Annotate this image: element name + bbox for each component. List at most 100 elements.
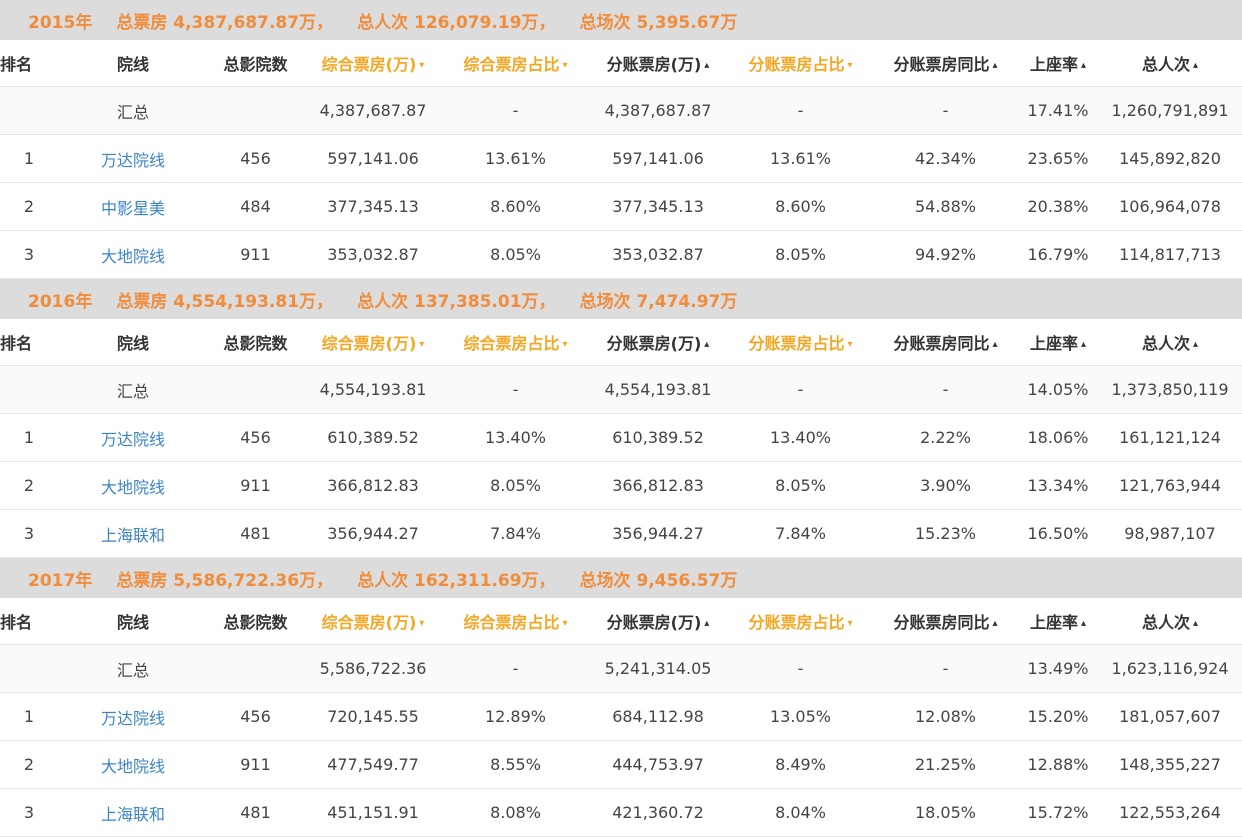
table-header: 排名 院线 总影院数 综合票房(万) ▾ 综合票房占比 ▾ 分账票房(万) ▴ 分账票…: [0, 40, 1242, 87]
sort-split-yoy-button[interactable]: 分账票房同比 ▴: [873, 330, 1018, 354]
col-admissions-label: 总人次: [1141, 613, 1190, 632]
chain-link[interactable]: 万达院线: [100, 708, 165, 728]
sort-occupancy-button[interactable]: 上座率 ▴: [1018, 51, 1098, 75]
chain-link[interactable]: 大地院线: [100, 477, 165, 497]
sort-gross-button[interactable]: 综合票房(万) ▾: [303, 51, 443, 75]
cinemas-cell: 911: [240, 245, 271, 264]
occupancy-cell: 16.50%: [1027, 524, 1089, 543]
table-row: 3 上海联和 481 451,151.91 8.08% 421,360.72 8…: [0, 789, 1242, 837]
sort-split-button[interactable]: 分账票房(万) ▴: [588, 609, 728, 633]
sort-up-icon: ▴: [704, 60, 710, 71]
gross-share-cell: 7.84%: [490, 524, 541, 543]
gross-share-cell: -: [512, 380, 519, 399]
sort-admissions-button[interactable]: 总人次 ▴: [1098, 51, 1242, 75]
col-occupancy-label: 上座率: [1029, 613, 1078, 632]
split-share-cell: -: [797, 101, 804, 120]
split-cell: 4,554,193.81: [604, 380, 712, 399]
gross-cell: 451,151.91: [327, 803, 419, 822]
sort-occupancy-button[interactable]: 上座率 ▴: [1018, 330, 1098, 354]
chain-link[interactable]: 大地院线: [100, 756, 165, 776]
sort-gross-button[interactable]: 综合票房(万) ▾: [303, 609, 443, 633]
sort-down-icon: ▾: [847, 618, 853, 629]
sort-split-button[interactable]: 分账票房(万) ▴: [588, 330, 728, 354]
occupancy-cell: 15.72%: [1027, 803, 1089, 822]
chain-link[interactable]: 大地院线: [100, 246, 165, 266]
cinemas-cell: 456: [240, 149, 271, 168]
sort-gross-share-button[interactable]: 综合票房占比 ▾: [443, 609, 588, 633]
split-share-cell: 8.04%: [775, 803, 826, 822]
gross-cell: 720,145.55: [327, 707, 419, 726]
table-header: 排名 院线 总影院数 综合票房(万) ▾ 综合票房占比 ▾ 分账票房(万) ▴ 分账票…: [0, 598, 1242, 645]
section-2016: 2016年 总票房 4,554,193.81万， 总人次 137,385.01万…: [0, 279, 1242, 558]
col-gross-share-label: 综合票房占比: [463, 613, 560, 632]
split-yoy-cell: -: [942, 380, 949, 399]
sort-admissions-button[interactable]: 总人次 ▴: [1098, 609, 1242, 633]
col-admissions-label: 总人次: [1141, 55, 1190, 74]
sort-split-yoy-button[interactable]: 分账票房同比 ▴: [873, 51, 1018, 75]
sort-split-button[interactable]: 分账票房(万) ▴: [588, 51, 728, 75]
gross-cell: 4,387,687.87: [319, 101, 427, 120]
chain-link[interactable]: 万达院线: [100, 150, 165, 170]
sort-split-share-button[interactable]: 分账票房占比 ▾: [728, 330, 873, 354]
col-gross-share-label: 综合票房占比: [463, 55, 560, 74]
gross-cell: 356,944.27: [327, 524, 419, 543]
split-yoy-cell: 3.90%: [920, 476, 971, 495]
cinemas-cell: 456: [240, 707, 271, 726]
sort-split-share-button[interactable]: 分账票房占比 ▾: [728, 51, 873, 75]
sort-down-icon: ▾: [562, 618, 568, 629]
sort-up-icon: ▴: [1192, 618, 1199, 629]
occupancy-cell: 16.79%: [1027, 245, 1089, 264]
summary-admissions: 总人次 162,311.69万，: [357, 570, 556, 591]
summary-box-office: 总票房 4,387,687.87万，: [116, 12, 334, 33]
summary-year: 2015年: [28, 12, 93, 33]
col-split-label: 分账票房(万): [606, 613, 702, 632]
rank-cell: 2: [23, 755, 35, 774]
rank-cell: 3: [23, 524, 35, 543]
sort-split-yoy-button[interactable]: 分账票房同比 ▴: [873, 609, 1018, 633]
gross-share-cell: 8.08%: [490, 803, 541, 822]
col-split-share-label: 分账票房占比: [748, 613, 845, 632]
occupancy-cell: 17.41%: [1027, 101, 1089, 120]
chain-link[interactable]: 上海联和: [100, 525, 165, 545]
gross-share-cell: 8.55%: [490, 755, 541, 774]
sort-gross-button[interactable]: 综合票房(万) ▾: [303, 330, 443, 354]
col-rank: 排名: [0, 55, 33, 74]
split-yoy-cell: -: [942, 659, 949, 678]
sort-gross-share-button[interactable]: 综合票房占比 ▾: [443, 330, 588, 354]
chain-link[interactable]: 上海联和: [100, 804, 165, 824]
split-yoy-cell: 21.25%: [914, 755, 976, 774]
occupancy-cell: 15.20%: [1027, 707, 1089, 726]
cinemas-cell: 481: [240, 803, 271, 822]
split-share-cell: 7.84%: [775, 524, 826, 543]
gross-share-cell: 13.61%: [484, 149, 546, 168]
sort-occupancy-button[interactable]: 上座率 ▴: [1018, 609, 1098, 633]
split-share-cell: 8.60%: [775, 197, 826, 216]
table-row: 1 万达院线 456 610,389.52 13.40% 610,389.52 …: [0, 414, 1242, 462]
admissions-cell: 98,987,107: [1124, 524, 1216, 543]
sort-admissions-button[interactable]: 总人次 ▴: [1098, 330, 1242, 354]
split-share-cell: -: [797, 380, 804, 399]
admissions-cell: 1,373,850,119: [1111, 380, 1229, 399]
gross-cell: 4,554,193.81: [319, 380, 427, 399]
summary-box-office: 总票房 4,554,193.81万，: [116, 291, 334, 312]
gross-cell: 377,345.13: [327, 197, 419, 216]
split-cell: 356,944.27: [612, 524, 704, 543]
table-row: 2 中影星美 484 377,345.13 8.60% 377,345.13 8…: [0, 183, 1242, 231]
col-occupancy-label: 上座率: [1029, 334, 1078, 353]
summary-box-office: 总票房 5,586,722.36万，: [116, 570, 334, 591]
table-row: 2 大地院线 911 366,812.83 8.05% 366,812.83 8…: [0, 462, 1242, 510]
rank-cell: 2: [23, 197, 35, 216]
chain-link[interactable]: 中影星美: [100, 198, 165, 218]
chain-link[interactable]: 万达院线: [100, 429, 165, 449]
sort-gross-share-button[interactable]: 综合票房占比 ▾: [443, 51, 588, 75]
section-summary: 2017年 总票房 5,586,722.36万， 总人次 162,311.69万…: [0, 558, 1242, 598]
occupancy-cell: 13.49%: [1027, 659, 1089, 678]
col-split-share-label: 分账票房占比: [748, 334, 845, 353]
table-row: 3 上海联和 481 356,944.27 7.84% 356,944.27 7…: [0, 510, 1242, 558]
split-share-cell: 13.05%: [769, 707, 831, 726]
sort-up-icon: ▴: [1080, 60, 1087, 71]
sort-split-share-button[interactable]: 分账票房占比 ▾: [728, 609, 873, 633]
table-row: 1 万达院线 456 597,141.06 13.61% 597,141.06 …: [0, 135, 1242, 183]
sort-down-icon: ▾: [847, 339, 853, 350]
summary-shows: 总场次 5,395.67万: [579, 12, 738, 33]
